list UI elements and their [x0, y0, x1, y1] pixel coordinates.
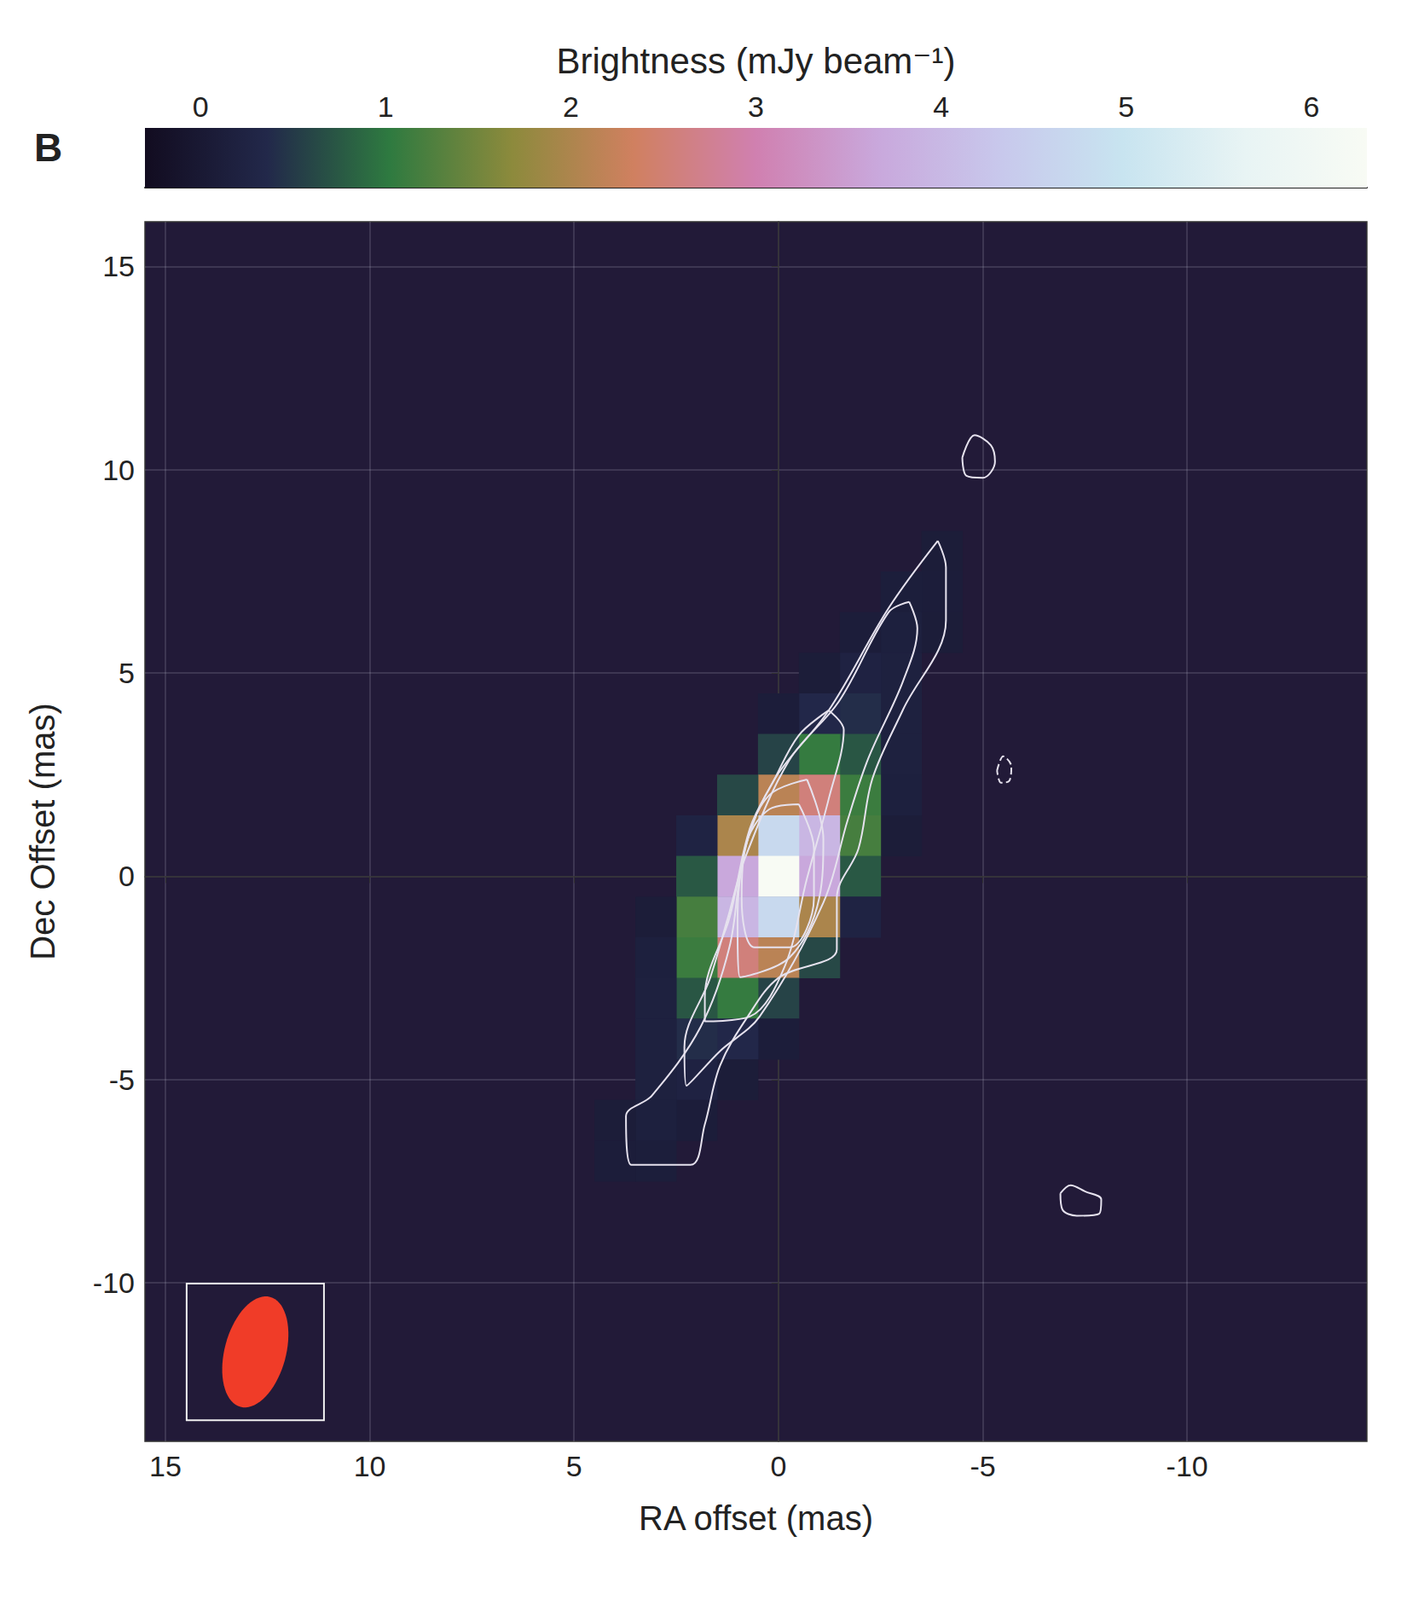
svg-text:0: 0	[118, 859, 135, 892]
svg-text:-10: -10	[1166, 1449, 1209, 1483]
svg-text:3: 3	[747, 90, 765, 123]
svg-text:-10: -10	[92, 1266, 135, 1299]
svg-text:5: 5	[1117, 90, 1135, 123]
svg-text:1: 1	[377, 90, 394, 123]
svg-text:Dec Offset (mas): Dec Offset (mas)	[23, 702, 62, 961]
svg-text:5: 5	[566, 1449, 583, 1483]
svg-text:0: 0	[769, 1449, 787, 1483]
svg-text:15: 15	[102, 249, 135, 283]
svg-text:10: 10	[353, 1449, 387, 1483]
svg-text:4: 4	[932, 90, 950, 123]
svg-text:6: 6	[1302, 90, 1320, 123]
svg-text:10: 10	[102, 453, 135, 487]
svg-text:15: 15	[149, 1449, 182, 1483]
svg-text:5: 5	[118, 656, 135, 689]
svg-text:RA offset (mas): RA offset (mas)	[638, 1499, 874, 1537]
svg-text:0: 0	[192, 90, 209, 123]
svg-text:-5: -5	[969, 1449, 996, 1483]
svg-text:B: B	[34, 125, 63, 170]
svg-text:Brightness (mJy beam⁻¹): Brightness (mJy beam⁻¹)	[556, 40, 956, 82]
svg-text:-5: -5	[109, 1063, 135, 1096]
svg-text:2: 2	[562, 90, 579, 123]
